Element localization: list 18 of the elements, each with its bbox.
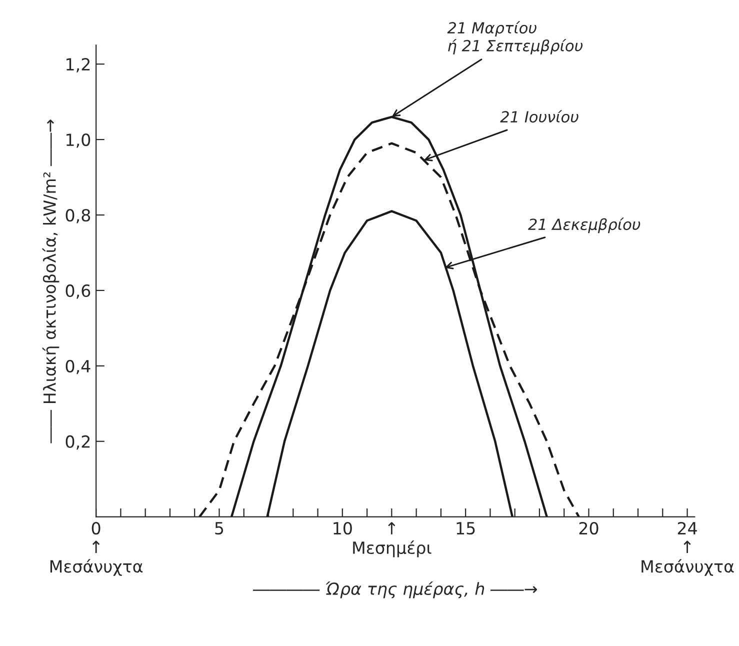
annotation: 21 Ιουνίου [500, 110, 578, 123]
x-tick-label: ↑ Μεσημέρι [353, 522, 432, 558]
x-tick-label: 20 [579, 522, 598, 535]
x-tick-label: 5 [215, 522, 224, 535]
annotation: 21 Μαρτίου ή 21 Σεπτεμβρίου [447, 21, 583, 54]
x-tick-label: 15 [456, 522, 475, 535]
x-tick-label: 0 ↑ Μεσάνυχτα [50, 522, 143, 576]
y-tick-label: 0,8 [66, 208, 90, 224]
y-axis-title: ―― Ηλιακή ακτινοβολία, kW/m² ――→ [42, 120, 60, 444]
x-tick-label: 10 [334, 522, 352, 535]
x-tick-label: 24 ↑ Μεσάνυχτα [642, 522, 734, 576]
y-tick-label: 0,2 [66, 435, 90, 450]
y-tick-label: 1,2 [66, 58, 90, 72]
y-tick-label: 0,4 [66, 360, 90, 374]
annotation: 21 Δεκεμβρίου [528, 218, 640, 234]
y-tick-label: 0,6 [66, 284, 90, 299]
y-tick-label: 1,0 [66, 134, 90, 148]
x-axis-title: ―――― Ώρα της ημέρας, h ――→ [252, 581, 537, 598]
